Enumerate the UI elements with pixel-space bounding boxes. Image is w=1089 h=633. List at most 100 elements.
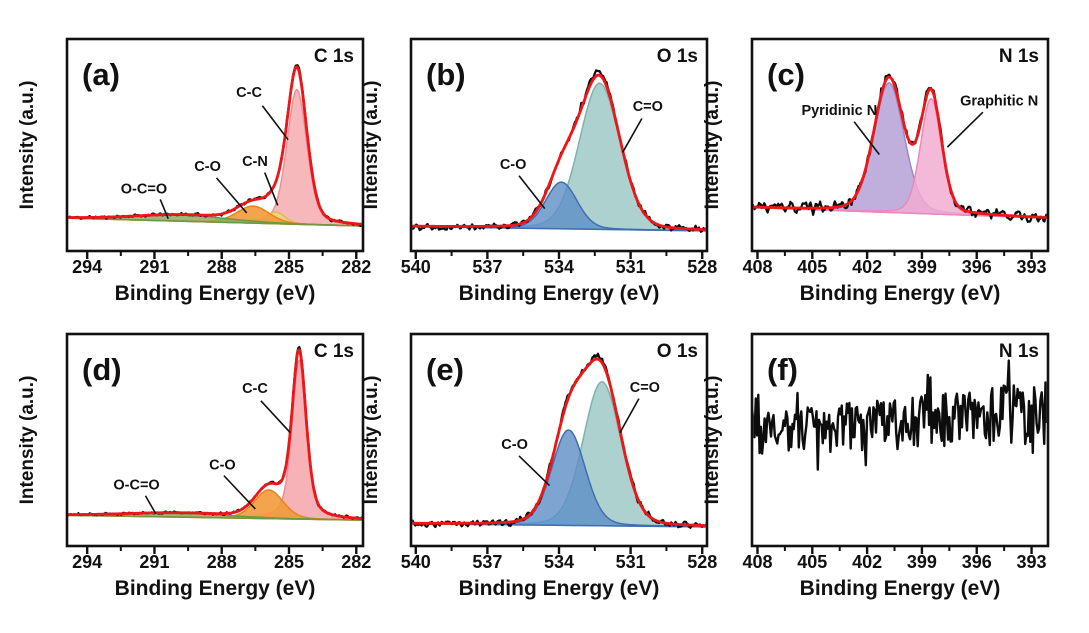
y-axis-title: Intensity (a.u.): [702, 376, 723, 505]
annotation-label: C=O: [633, 99, 663, 115]
x-tick-label: 537: [472, 257, 502, 277]
y-axis-title: Intensity (a.u.): [17, 376, 38, 505]
panel-a: 294 291 288 285 282 Binding Energy (eV) Intens…: [13, 21, 379, 313]
panel-letter: (b): [426, 57, 466, 92]
panel-letter: (c): [767, 57, 805, 92]
x-tick-label: 282: [341, 257, 371, 277]
annotation-line: [518, 455, 551, 487]
annotation-line: [261, 105, 289, 141]
x-tick-label: 405: [797, 552, 827, 572]
x-tick-label: 405: [797, 257, 827, 277]
annotation-label: Graphitic N: [960, 93, 1038, 109]
region-label: N 1s: [999, 46, 1039, 67]
x-axis-title: Binding Energy (eV): [800, 282, 1001, 305]
envelope-curve: [753, 75, 1047, 219]
x-tick-label: 534: [544, 552, 574, 572]
curves-layer: [68, 346, 362, 521]
annotation-line: [619, 398, 640, 433]
panel-d: 294 291 288 285 282 Binding Energy (eV) Intens…: [13, 316, 379, 608]
x-tick-label: 291: [139, 552, 169, 572]
x-tick-label: 528: [687, 552, 717, 572]
x-tick-label: 294: [72, 257, 102, 277]
annotation-label: C=O: [630, 380, 660, 396]
annotation-line: [223, 475, 256, 510]
panel-letter: (e): [426, 352, 464, 387]
plot-b: 540 537 534 531 528 Binding Energy (eV) Intens…: [361, 37, 717, 305]
region-label: O 1s: [657, 46, 698, 67]
annotation-label: Pyridinic N: [801, 103, 877, 119]
annotation-line: [215, 177, 248, 214]
x-tick-label: 540: [401, 552, 431, 572]
x-tick-label: 288: [207, 257, 237, 277]
x-tick-label: 540: [401, 257, 431, 277]
plot-box: [750, 332, 1050, 548]
annotation-line: [144, 495, 157, 515]
y-axis-title: Intensity (a.u.): [361, 376, 382, 505]
y-axis-title: Intensity (a.u.): [702, 81, 723, 210]
annotation-label: C-O: [500, 157, 527, 173]
annotation-line: [946, 111, 984, 148]
curves-layer: [753, 73, 1047, 223]
x-tick-label: 393: [1017, 257, 1047, 277]
x-axis-title: Binding Energy (eV): [800, 577, 1001, 600]
x-axis-title: Binding Energy (eV): [459, 577, 660, 600]
annotation-line: [263, 172, 279, 206]
x-tick-label: 285: [274, 552, 304, 572]
panel-c: 408 405 402 399 396 393 Binding Energy (eV) Int…: [698, 21, 1064, 313]
panel-letter: (a): [82, 57, 120, 92]
curves-layer: [412, 352, 706, 529]
curves-layer: [753, 359, 1047, 471]
component-peak-c-o: [412, 181, 706, 232]
x-tick-label: 282: [341, 552, 371, 572]
plot-box: [750, 37, 1050, 253]
panel-e: 540 537 534 531 528 Binding Energy (eV) Intens…: [357, 316, 723, 608]
envelope-curve: [412, 357, 706, 528]
x-tick-label: 534: [544, 257, 574, 277]
panel-b: 540 537 534 531 528 Binding Energy (eV) Intens…: [357, 21, 723, 313]
y-axis-title: Intensity (a.u.): [17, 81, 38, 210]
raw-data-curve: [753, 359, 1047, 471]
region-label: O 1s: [657, 341, 698, 362]
x-tick-label: 408: [742, 257, 772, 277]
envelope-curve: [68, 348, 362, 520]
panel-letter: (d): [82, 352, 122, 387]
x-tick-label: 402: [852, 257, 882, 277]
x-tick-label: 285: [274, 257, 304, 277]
annotation-label: O-C=O: [113, 478, 159, 494]
panel-f: 408 405 402 399 396 393 Binding Energy (eV) Int…: [698, 316, 1064, 608]
x-tick-label: 291: [139, 257, 169, 277]
region-label: N 1s: [999, 341, 1039, 362]
x-tick-label: 288: [207, 552, 237, 572]
region-label: C 1s: [314, 46, 354, 67]
x-tick-label: 396: [962, 552, 992, 572]
x-tick-label: 531: [616, 552, 646, 572]
plot-e: 540 537 534 531 528 Binding Energy (eV) Intens…: [361, 332, 717, 600]
annotation-line: [853, 121, 880, 156]
plot-box: [65, 37, 365, 253]
plot-c: 408 405 402 399 396 393 Binding Energy (eV) Int…: [702, 37, 1050, 305]
panel-letter: (f): [767, 352, 798, 387]
x-axis-title: Binding Energy (eV): [459, 282, 660, 305]
x-tick-label: 402: [852, 552, 882, 572]
y-axis-title: Intensity (a.u.): [361, 81, 382, 210]
component-peak-c-o: [412, 429, 706, 528]
annotation-line: [159, 199, 169, 220]
envelope-curve: [68, 65, 362, 226]
x-tick-label: 399: [907, 257, 937, 277]
x-tick-label: 408: [742, 552, 772, 572]
x-tick-label: 396: [962, 257, 992, 277]
curves-layer: [412, 69, 706, 233]
annotation-label: C-N: [242, 154, 268, 170]
plot-a: 294 291 288 285 282 Binding Energy (eV) Intens…: [17, 37, 371, 305]
annotation-label: O-C=O: [121, 181, 167, 197]
annotation-line: [260, 400, 291, 434]
x-axis-title: Binding Energy (eV): [115, 577, 316, 600]
curves-layer: [68, 64, 362, 227]
annotation-line: [518, 175, 546, 210]
region-label: C 1s: [314, 341, 354, 362]
x-tick-label: 528: [687, 257, 717, 277]
annotation-line: [621, 118, 643, 153]
annotation-label: C-C: [242, 381, 268, 397]
x-axis-title: Binding Energy (eV): [115, 282, 316, 305]
plot-box: [65, 332, 365, 548]
